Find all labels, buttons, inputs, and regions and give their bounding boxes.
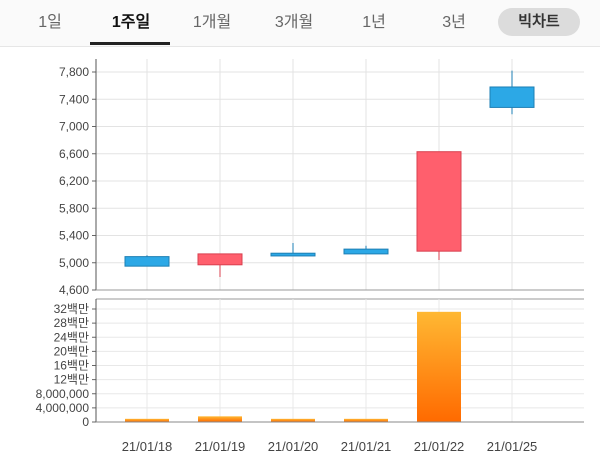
volume-tick-label: 32백만 xyxy=(54,302,89,316)
volume-tick-label: 24백만 xyxy=(54,330,89,344)
price-tick-label: 6,200 xyxy=(59,174,89,188)
date-tick-label: 21/01/25 xyxy=(487,439,538,454)
price-tick-label: 4,600 xyxy=(59,283,89,297)
date-tick-label: 21/01/18 xyxy=(122,439,173,454)
volume-chart-panel: 32백만28백만24백만20백만16백만12백만8,000,0004,000,0… xyxy=(36,298,584,429)
volume-bar xyxy=(125,418,169,422)
candle-body xyxy=(270,252,316,257)
candle-body xyxy=(416,151,462,252)
price-tick-label: 5,000 xyxy=(59,256,89,270)
candle-body xyxy=(343,248,389,255)
tab-3year[interactable]: 3년 xyxy=(442,14,466,31)
volume-tick-label: 0 xyxy=(82,415,89,429)
active-tab-underline xyxy=(90,42,170,45)
period-tab-bar: 1일 1주일 1개월 3개월 1년 3년 빅차트 xyxy=(0,0,600,47)
price-tick-label: 7,000 xyxy=(59,120,89,134)
date-tick-label: 21/01/21 xyxy=(341,439,392,454)
volume-bar xyxy=(417,311,461,422)
price-tick-label: 7,400 xyxy=(59,92,89,106)
volume-tick-label: 12백만 xyxy=(54,373,89,387)
volume-tick-label: 4,000,000 xyxy=(36,401,90,415)
volume-tick-label: 20백만 xyxy=(54,344,89,358)
date-tick-label: 21/01/20 xyxy=(268,439,319,454)
big-chart-toggle[interactable]: 빅차트 xyxy=(498,8,580,36)
volume-tick-label: 28백만 xyxy=(54,316,89,330)
date-tick-label: 21/01/19 xyxy=(195,439,246,454)
tab-3month[interactable]: 3개월 xyxy=(274,14,314,31)
candle-body xyxy=(197,253,243,266)
price-tick-label: 5,400 xyxy=(59,229,89,243)
price-chart-panel: 7,800 7,400 7,000 6,600 6,200 5,800 5,400 5,000… xyxy=(59,59,584,297)
date-tick-label: 21/01/22 xyxy=(414,439,465,454)
date-axis: 21/01/18 21/01/19 21/01/20 21/01/21 21/01/22… xyxy=(122,439,538,454)
tab-1day[interactable]: 1일 xyxy=(38,14,62,31)
volume-bar xyxy=(198,416,242,422)
price-tick-label: 7,800 xyxy=(59,65,89,79)
volume-bar xyxy=(344,418,388,422)
price-tick-label: 6,600 xyxy=(59,147,89,161)
volume-tick-label: 16백만 xyxy=(54,359,89,373)
price-tick-label: 5,800 xyxy=(59,201,89,215)
tab-1week[interactable]: 1주일 xyxy=(111,14,151,31)
candle-body xyxy=(124,256,170,267)
tab-1month[interactable]: 1개월 xyxy=(192,14,232,31)
volume-tick-label: 8,000,000 xyxy=(36,387,90,401)
candle-body xyxy=(489,86,535,108)
volume-bar xyxy=(271,418,315,422)
tab-1year[interactable]: 1년 xyxy=(362,14,386,31)
